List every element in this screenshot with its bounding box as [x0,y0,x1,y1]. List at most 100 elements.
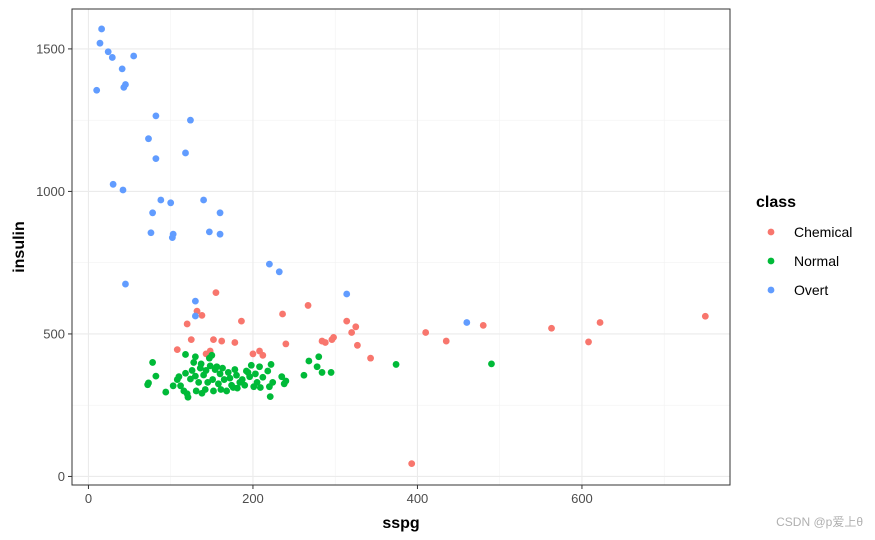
overt-point [122,81,129,88]
chemical-point [408,460,416,468]
overt-point [182,149,189,157]
normal-point [278,373,286,381]
y-tick-label: 500 [43,326,65,341]
overt-point [343,290,351,298]
chemical-point [173,346,181,354]
chemical-point [238,317,245,325]
normal-point [187,375,194,383]
normal-point [233,384,241,392]
normal-point [223,387,231,395]
watermark: CSDN @p爱上θ [776,515,863,529]
legend-key-normal [767,257,775,265]
normal-point [231,366,239,373]
overt-point [463,319,471,326]
normal-point [392,361,400,368]
overt-point [93,86,101,94]
normal-point [238,376,246,383]
normal-point [202,367,210,374]
legend-label-normal: Normal [794,253,839,269]
normal-point [241,381,249,389]
overt-point [169,230,177,238]
chemical-point [548,324,555,332]
normal-point [209,376,217,383]
y-axis-label: insulin [11,221,28,273]
normal-point [266,393,274,401]
panel-background [72,9,730,485]
normal-point [152,372,160,380]
normal-point [264,367,272,375]
chemical-point [701,312,709,320]
overt-point [109,180,117,188]
normal-point [206,362,214,370]
x-tick-label: 200 [242,491,264,506]
panel-border [71,8,731,486]
overt-point [122,280,129,288]
minor-gridlines [72,9,730,485]
chemical-point [198,312,206,319]
legend: class Chemical Normal Overt [756,194,852,298]
overt-point [216,209,224,217]
y-tick-label: 1000 [36,184,65,199]
legend-title: class [756,194,796,211]
overt-point [96,39,104,47]
normal-point [175,373,183,381]
y-tick-label: 0 [58,469,65,484]
normal-point [246,373,254,381]
normal-point [213,363,221,371]
overt-point [216,230,224,238]
chemical-point [442,337,450,345]
chemical-point [321,339,329,346]
x-tick-label: 0 [85,491,92,506]
normal-point [162,388,170,396]
normal-point [256,363,263,371]
x-axis-label: sspg [382,515,419,532]
normal-point [182,351,189,358]
chemical-point [249,350,257,358]
normal-point [190,359,198,366]
normal-point [204,378,212,386]
normal-point [226,374,234,382]
normal-point [208,351,216,359]
legend-key-overt [767,286,775,294]
normal-point [216,370,224,378]
normal-point [191,353,199,361]
overt-point [152,155,160,163]
normal-point [210,387,217,395]
overt-point [205,228,213,236]
overt-point [149,209,157,217]
data-points [93,25,709,468]
normal-point [197,360,205,368]
normal-point [182,369,189,377]
normal-point [327,369,335,376]
normal-point [201,386,209,393]
normal-point [315,353,323,361]
normal-point [224,369,232,376]
normal-point [169,382,177,390]
normal-point [282,377,290,385]
chemical-point [422,329,430,336]
legend-label-chemical: Chemical [794,224,852,240]
normal-point [220,376,228,383]
overt-point [104,48,112,56]
chemical-point [330,333,337,341]
normal-point [149,359,157,366]
normal-point [217,386,225,393]
normal-point [247,361,255,369]
chemical-point [352,323,360,331]
overt-point [147,229,155,237]
chemical-point [282,340,290,348]
normal-point [215,380,222,388]
legend-label-overt: Overt [794,282,828,298]
chemical-point [585,338,592,346]
normal-point [192,387,200,395]
chemical-point [479,321,487,329]
x-axis-ticks: 0 200 400 600 [85,485,593,506]
normal-point [300,371,308,379]
chemical-point [187,336,195,344]
normal-point [145,379,152,387]
y-axis-ticks: 0 500 1000 1500 [36,41,72,484]
overt-point [167,199,175,207]
normal-point [219,364,226,372]
overt-point [187,116,194,124]
